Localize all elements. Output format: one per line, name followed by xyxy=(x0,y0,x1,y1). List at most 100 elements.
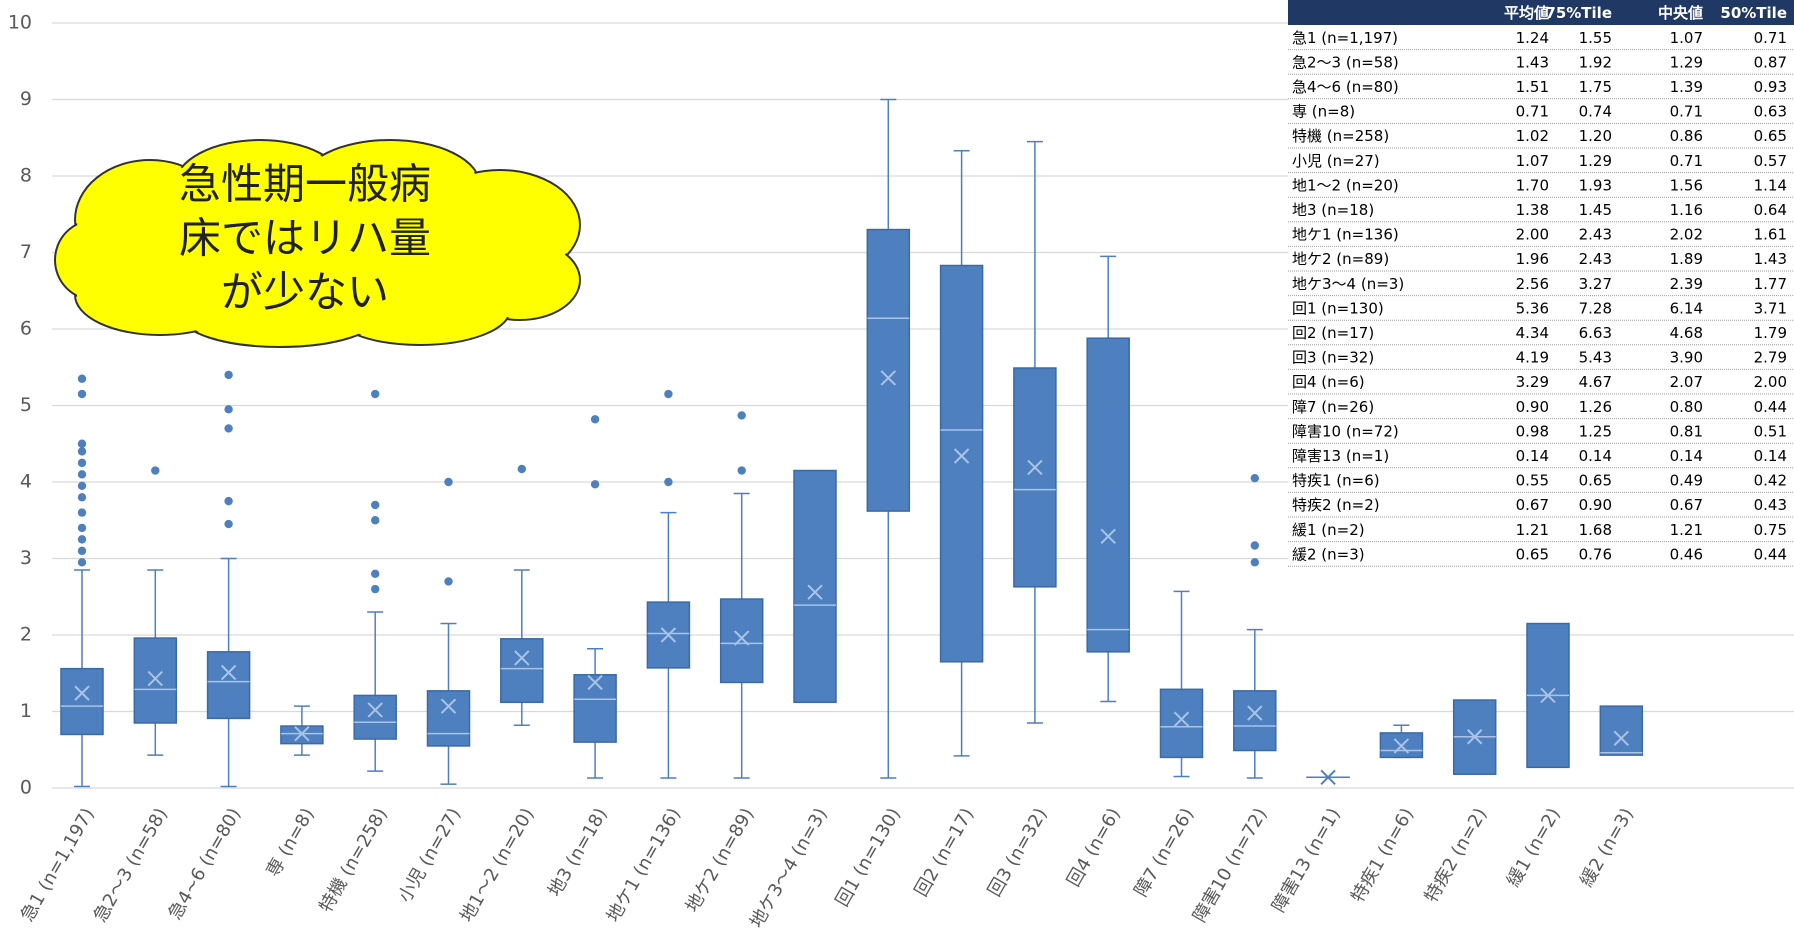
box-group xyxy=(60,374,104,788)
box-group xyxy=(1159,590,1204,778)
outlier-point xyxy=(77,481,87,491)
table-cell: 0.98 xyxy=(1516,422,1549,440)
table-cell: 4.19 xyxy=(1516,349,1549,367)
box-group xyxy=(426,477,471,785)
outlier-point xyxy=(444,477,453,487)
table-cell: 1.24 xyxy=(1516,29,1549,47)
table-cell: 回2 (n=17) xyxy=(1292,324,1374,342)
table-cell: 1.20 xyxy=(1579,127,1612,145)
box-group xyxy=(1599,705,1644,756)
outlier-point xyxy=(590,480,600,489)
table-cell: 急2～3 (n=58) xyxy=(1292,53,1399,71)
box xyxy=(939,264,984,663)
box-group xyxy=(939,150,984,757)
table-cell: 1.16 xyxy=(1670,201,1703,219)
outlier-point xyxy=(371,516,380,525)
table-cell: 1.39 xyxy=(1670,78,1703,96)
table-cell: 2.79 xyxy=(1754,349,1787,367)
box-group xyxy=(573,415,617,779)
table-cell: 急1 (n=1,197) xyxy=(1292,29,1398,47)
table-cell: 5.43 xyxy=(1579,349,1612,367)
x-tick-label: 急4~6 (n=80) xyxy=(164,805,245,924)
table-cell: 2.00 xyxy=(1754,373,1787,391)
box-group xyxy=(1526,622,1570,769)
box-group xyxy=(719,411,764,779)
mean-marker xyxy=(1320,769,1336,785)
mean-marker xyxy=(1173,711,1190,727)
box xyxy=(866,228,911,512)
x-tick-label: 緩2 (n=3) xyxy=(1576,805,1638,891)
box xyxy=(573,674,617,743)
table-cell: 1.77 xyxy=(1754,275,1787,293)
x-tick-label: 緩1 (n=2) xyxy=(1503,805,1565,891)
mean-marker xyxy=(1466,729,1483,745)
box-group xyxy=(1379,724,1424,759)
table-cell: 3.71 xyxy=(1754,299,1787,317)
outlier-point xyxy=(517,464,526,474)
table-cell: 0.75 xyxy=(1754,521,1787,539)
callout-text: が少ない xyxy=(221,268,389,317)
outlier-point xyxy=(77,523,87,533)
x-tick-label: 専 (n=8) xyxy=(263,805,319,881)
table-cell: 0.81 xyxy=(1670,422,1703,440)
mean-marker xyxy=(953,448,970,464)
y-tick-label: 2 xyxy=(20,624,32,646)
table-cell: 0.80 xyxy=(1670,398,1703,416)
table-cell: 1.89 xyxy=(1670,250,1703,268)
table-cell: 1.55 xyxy=(1579,29,1612,47)
table-cell: 2.43 xyxy=(1579,250,1612,268)
table-cell: 地ケ2 (n=89) xyxy=(1292,250,1389,268)
outlier-point xyxy=(664,477,673,487)
y-tick-label: 3 xyxy=(20,547,32,569)
box xyxy=(719,598,764,684)
table-header: 平均値 xyxy=(1504,4,1549,22)
table-cell: 回3 (n=32) xyxy=(1292,349,1374,367)
mean-marker xyxy=(1393,738,1410,754)
box xyxy=(1013,367,1057,588)
outlier-point xyxy=(224,424,233,433)
table-cell: 3.27 xyxy=(1579,275,1612,293)
box-group xyxy=(500,464,544,727)
table-cell: 特機 (n=258) xyxy=(1292,127,1389,145)
box-group xyxy=(793,469,837,704)
outlier-point xyxy=(737,466,746,475)
mean-marker xyxy=(1613,730,1630,746)
table-cell: 障害10 (n=72) xyxy=(1292,422,1399,440)
outlier-point xyxy=(1250,473,1260,483)
table-cell: 0.49 xyxy=(1670,472,1703,490)
table-cell: 0.74 xyxy=(1579,103,1612,121)
box xyxy=(1086,337,1130,653)
outlier-point xyxy=(371,584,380,594)
table-cell: 急4～6 (n=80) xyxy=(1292,78,1399,96)
y-tick-label: 8 xyxy=(20,165,32,187)
table-cell: 1.25 xyxy=(1579,422,1612,440)
table-cell: 1.61 xyxy=(1754,226,1787,244)
x-tick-label: 障害10 (n=72) xyxy=(1189,805,1271,926)
table-cell: 7.28 xyxy=(1579,299,1612,317)
table-cell: 0.64 xyxy=(1754,201,1787,219)
outlier-point xyxy=(224,370,233,380)
table-cell: 1.70 xyxy=(1516,176,1549,194)
table-cell: 6.14 xyxy=(1670,299,1703,317)
y-tick-label: 4 xyxy=(20,471,32,493)
table-cell: 0.46 xyxy=(1670,545,1703,563)
outlier-point xyxy=(77,447,87,456)
outlier-point xyxy=(664,389,673,399)
x-tick-label: 急2～3 (n=58) xyxy=(90,805,172,926)
x-tick-label: 回1 (n=130) xyxy=(832,805,905,911)
table-header: 75%Tile xyxy=(1545,4,1612,22)
y-tick-label: 10 xyxy=(8,12,32,34)
box-group xyxy=(1306,769,1350,785)
table-cell: 0.57 xyxy=(1754,152,1787,170)
table-cell: 1.21 xyxy=(1516,521,1549,539)
box-group xyxy=(133,466,178,756)
table-cell: 2.00 xyxy=(1516,226,1549,244)
box-group xyxy=(206,370,251,788)
table-cell: 0.87 xyxy=(1754,53,1787,71)
table-cell: 0.90 xyxy=(1516,398,1549,416)
table-cell: 0.71 xyxy=(1670,152,1703,170)
table-cell: 0.67 xyxy=(1516,496,1549,514)
outlier-point xyxy=(224,405,233,414)
mean-marker xyxy=(1027,459,1043,476)
